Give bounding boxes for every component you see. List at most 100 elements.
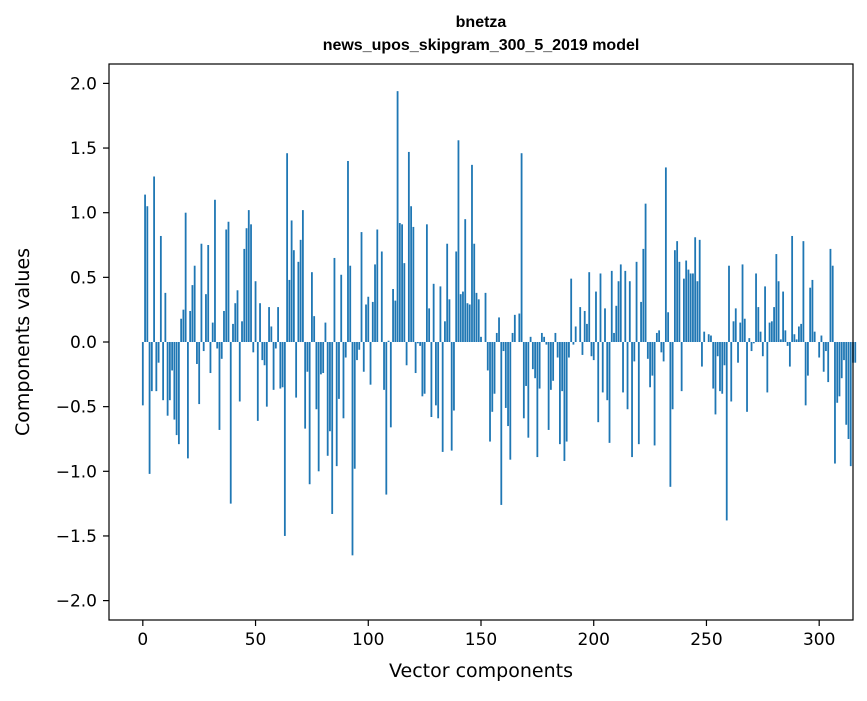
bar-270 [751, 342, 753, 351]
bar-194 [579, 307, 581, 342]
bar-185 [559, 342, 561, 444]
bar-150 [480, 337, 482, 342]
x-tick-label-6: 300 [803, 630, 835, 650]
bar-228 [656, 333, 658, 342]
bar-106 [381, 251, 383, 342]
bar-54 [264, 342, 266, 365]
bar-219 [636, 262, 638, 342]
bar-132 [440, 286, 442, 342]
bar-63 [284, 342, 286, 536]
bar-32 [214, 200, 216, 342]
bar-261 [730, 342, 732, 401]
bar-304 [827, 342, 829, 382]
bar-190 [570, 279, 572, 342]
bar-221 [640, 302, 642, 342]
bar-180 [548, 342, 550, 430]
bar-26 [201, 244, 203, 342]
bar-159 [500, 342, 502, 505]
bar-16 [178, 342, 180, 444]
bar-181 [550, 342, 552, 390]
bar-289 [793, 334, 795, 342]
bar-227 [654, 342, 656, 445]
bar-119 [410, 206, 412, 342]
bar-125 [424, 342, 426, 394]
bar-298 [814, 332, 816, 342]
y-tick-label-6: 1.0 [70, 204, 97, 224]
bar-178 [543, 337, 545, 342]
bar-92 [349, 266, 351, 342]
y-tick-label-7: 1.5 [70, 139, 97, 159]
bar-177 [541, 333, 543, 342]
x-tick-label-2: 100 [352, 630, 384, 650]
bar-188 [566, 342, 568, 442]
bar-19 [185, 213, 187, 342]
bar-59 [275, 342, 277, 348]
bar-52 [259, 303, 261, 342]
bar-17 [180, 319, 182, 342]
bar-253 [712, 342, 714, 389]
bar-38 [228, 222, 230, 342]
bar-113 [397, 91, 399, 342]
bar-172 [530, 337, 532, 342]
bar-206 [606, 342, 608, 400]
bar-238 [679, 262, 681, 342]
bar-235 [672, 342, 674, 409]
bar-36 [223, 311, 225, 342]
bar-103 [374, 264, 376, 342]
bar-200 [593, 342, 595, 360]
bar-210 [615, 306, 617, 342]
bar-217 [631, 342, 633, 457]
bar-130 [435, 342, 437, 405]
bar-101 [370, 342, 372, 385]
bar-309 [839, 342, 841, 396]
bar-149 [478, 299, 480, 342]
bar-75 [311, 272, 313, 342]
bar-39 [230, 342, 232, 504]
bar-258 [724, 342, 726, 365]
bar-212 [620, 264, 622, 342]
bar-262 [733, 321, 735, 342]
bar-70 [300, 240, 302, 342]
bar-241 [685, 261, 687, 342]
bar-109 [388, 341, 390, 342]
bar-189 [568, 342, 570, 358]
bar-68 [295, 342, 297, 398]
bar-251 [708, 334, 710, 342]
bar-248 [701, 342, 703, 367]
bar-202 [597, 342, 599, 422]
bar-141 [460, 294, 462, 342]
bar-207 [609, 342, 611, 443]
bar-239 [681, 342, 683, 391]
bar-229 [658, 330, 660, 342]
bar-123 [419, 342, 421, 346]
bar-8 [160, 236, 162, 342]
bar-121 [415, 342, 417, 373]
bar-97 [361, 232, 363, 342]
bar-128 [431, 342, 433, 417]
bar-297 [812, 280, 814, 342]
bar-91 [347, 161, 349, 342]
bar-296 [809, 288, 811, 342]
bar-314 [850, 342, 852, 466]
bar-139 [455, 251, 457, 342]
bar-196 [584, 311, 586, 342]
bar-57 [270, 326, 272, 342]
bar-224 [647, 342, 649, 359]
bar-116 [403, 263, 405, 342]
bar-102 [372, 302, 374, 342]
bar-205 [604, 308, 606, 342]
bar-18 [183, 310, 185, 342]
bar-216 [629, 281, 631, 342]
bar-182 [552, 342, 554, 381]
y-tick-label-5: 0.5 [70, 268, 97, 288]
bar-81 [325, 323, 327, 342]
bar-310 [841, 342, 843, 378]
bar-165 [514, 315, 516, 342]
bar-58 [273, 342, 275, 390]
bar-40 [232, 324, 234, 342]
bar-152 [485, 293, 487, 342]
bar-264 [737, 342, 739, 363]
bar-82 [327, 342, 329, 456]
